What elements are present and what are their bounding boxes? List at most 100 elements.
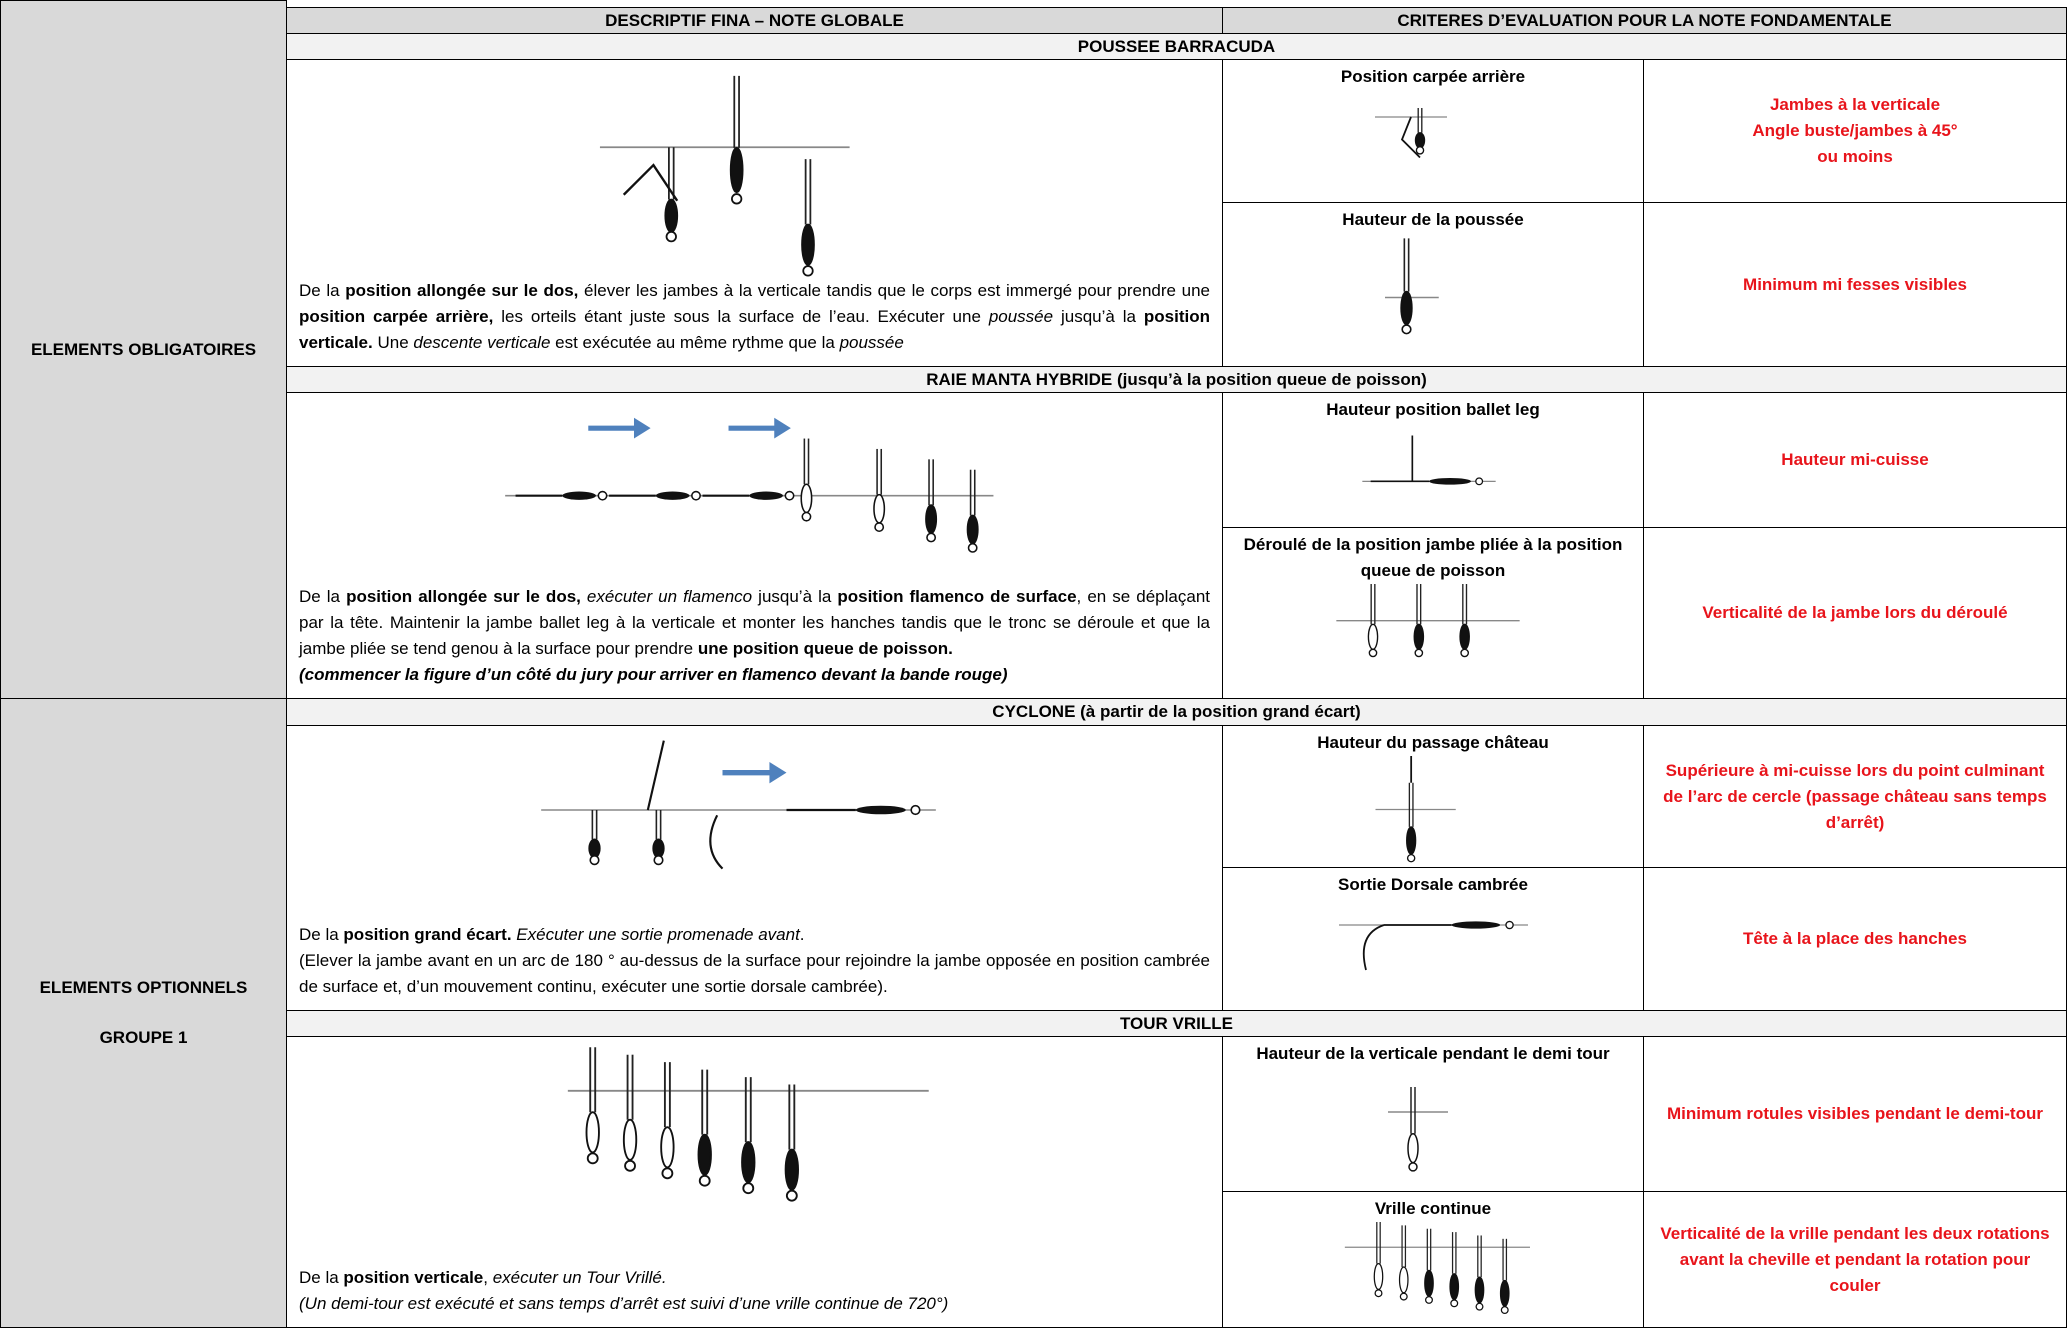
illustration-shape: [1362, 924, 1384, 971]
criterion: Hauteur du passage château: [1222, 725, 1644, 868]
illustration-shape: [1414, 132, 1425, 149]
illustration-shape: [633, 417, 651, 439]
text-run: descente verticale: [413, 333, 551, 352]
illustration-shape: [624, 1159, 636, 1172]
criterion-name: Hauteur du passage château: [1317, 733, 1549, 752]
illustration-shape: [731, 193, 743, 205]
text-run: position flamenco de surface: [837, 587, 1077, 606]
description-paragraph: De la position grand écart. Exécuter une…: [299, 922, 1210, 948]
column-header: CRITERES D’EVALUATION POUR LA NOTE FONDA…: [1222, 7, 2067, 34]
figure-title: TOUR VRILLE: [286, 1010, 2067, 1037]
criterion-name: Position carpée arrière: [1340, 67, 1526, 86]
text-run: élever les jambes à la verticale tandis …: [578, 281, 1210, 300]
illustration-shape: [910, 804, 921, 816]
criterion: Hauteur de la verticale pendant le demi …: [1222, 1036, 1644, 1192]
criterion-name: Déroulé de la position jambe pliée à la …: [1243, 535, 1623, 580]
illustration-shape: [665, 230, 677, 243]
criterion-requirement: Hauteur mi-cuisse: [1643, 392, 2067, 528]
illustration-shape: [660, 1126, 675, 1169]
illustration-shape: [800, 483, 813, 514]
illustration-shape: [774, 417, 791, 439]
criterion-requirement: Minimum mi fesses visibles: [1643, 202, 2067, 367]
illustration-shape: [1424, 1295, 1433, 1304]
illustration: [541, 740, 936, 870]
illustration-shape: [1408, 1162, 1418, 1172]
illustration-shape: [1399, 290, 1413, 326]
description-paragraph: De la position allongée sur le dos, élev…: [299, 278, 1210, 356]
illustration-shape: [622, 163, 679, 202]
illustration: [1344, 1222, 1530, 1315]
illustration-shape: [589, 855, 600, 866]
illustration-shape: [1399, 1292, 1408, 1301]
illustration-shape: [1504, 920, 1514, 930]
description-paragraph: De la position verticale, exécuter un To…: [299, 1265, 1210, 1291]
illustration-shape: [697, 1133, 712, 1176]
criterion-name: Hauteur de la verticale pendant le demi …: [1256, 1044, 1610, 1063]
column-header: DESCRIPTIF FINA – NOTE GLOBALE: [286, 7, 1223, 34]
text-run: De la: [299, 1268, 344, 1287]
criterion-requirement: Jambes à la verticale Angle buste/jambes…: [1643, 59, 2067, 203]
text-run: , en se déplaçant par la tête. Maintenir…: [299, 587, 1210, 658]
illustration-shape: [655, 491, 690, 500]
text-run: position verticale.: [299, 307, 1210, 352]
illustration-shape: [966, 514, 979, 545]
illustration-shape: [597, 490, 608, 501]
text-run: position allongée sur le dos,: [345, 281, 579, 300]
illustration-shape: [925, 504, 938, 535]
illustration-shape: [874, 522, 885, 533]
criterion: Hauteur position ballet leg: [1222, 392, 1644, 528]
criterion-requirement: Verticalité de la jambe lors du déroulé: [1643, 527, 2067, 699]
illustration-shape: [873, 493, 886, 524]
text-run: De la: [299, 587, 347, 606]
text-run: jusqu’à la: [752, 587, 838, 606]
illustration-shape: [801, 511, 812, 522]
illustration-shape: [1475, 477, 1483, 486]
description: De la position verticale, exécuter un To…: [286, 1036, 1223, 1328]
illustration-shape: [1459, 623, 1471, 650]
illustration: [505, 417, 994, 553]
illustration-shape: [1400, 116, 1421, 159]
illustration-shape: [1373, 1263, 1384, 1291]
figure-title: CYCLONE (à partir de la position grand é…: [286, 698, 2067, 726]
illustration: [599, 75, 850, 277]
illustration-shape: [562, 491, 596, 500]
illustration-shape: [801, 223, 815, 266]
text-run: poussée: [839, 333, 904, 352]
text-run: jusqu’à la: [1053, 307, 1144, 326]
text-run: (Elever la jambe avant en un arc de 180 …: [299, 951, 1210, 996]
description-paragraph: (Un demi-tour est exécuté et sans temps …: [299, 1291, 1210, 1317]
illustration-shape: [1423, 1269, 1434, 1297]
illustration-shape: [586, 1152, 599, 1165]
illustration: [1384, 238, 1439, 335]
illustration: [1374, 108, 1447, 159]
illustration-shape: [652, 838, 665, 859]
illustration: [1388, 1087, 1448, 1172]
criterion-name: Sortie Dorsale cambrée: [1338, 875, 1528, 894]
illustration-shape: [749, 491, 783, 500]
illustration-shape: [1369, 648, 1378, 658]
illustration-shape: [1413, 623, 1425, 650]
illustration-shape: [709, 814, 724, 870]
illustration-shape: [585, 1111, 600, 1154]
illustration: [567, 1047, 929, 1202]
text-run: les orteils étant juste sous la surface …: [493, 307, 989, 326]
illustration-shape: [1500, 1306, 1509, 1315]
criterion-name: Vrille continue: [1374, 1199, 1492, 1218]
description-paragraph: De la position allongée sur le dos, exéc…: [299, 584, 1210, 662]
text-run: .: [799, 925, 805, 944]
text-run: (Un demi-tour est exécuté et sans temps …: [299, 1294, 949, 1313]
description: De la position allongée sur le dos, exéc…: [286, 392, 1223, 699]
group-label: ELEMENTS OPTIONNELS GROUPE 1: [0, 698, 287, 1328]
illustration-shape: [1450, 1299, 1459, 1308]
group-label-line: ELEMENTS OPTIONNELS: [39, 978, 248, 997]
text-run: De la: [299, 281, 346, 300]
illustration-shape: [1415, 146, 1424, 155]
illustration-shape: [1405, 826, 1416, 855]
illustration-shape: [1449, 1273, 1459, 1301]
criterion: Déroulé de la position jambe pliée à la …: [1222, 527, 1644, 699]
group-label-line: GROUPE 1: [99, 1028, 188, 1047]
text-run: exécuter un Tour Vrillé.: [492, 1268, 667, 1287]
text-run: ,: [483, 1268, 493, 1287]
criterion-name: Hauteur de la poussée: [1342, 210, 1524, 229]
